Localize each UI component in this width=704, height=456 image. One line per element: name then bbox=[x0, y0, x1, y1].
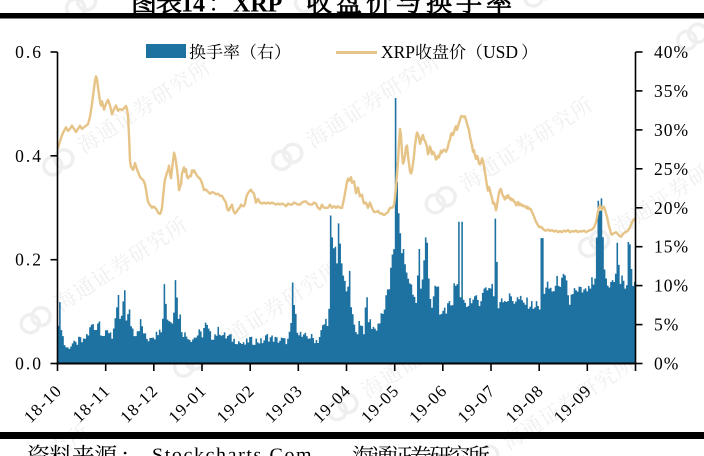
svg-text:XRP: XRP bbox=[381, 42, 415, 62]
svg-text:0.2: 0.2 bbox=[15, 250, 43, 270]
svg-text:30%: 30% bbox=[654, 120, 689, 140]
svg-text:20%: 20% bbox=[654, 198, 689, 218]
svg-text:0.4: 0.4 bbox=[15, 146, 43, 166]
svg-text:0.0: 0.0 bbox=[15, 354, 43, 374]
svg-text:10%: 10% bbox=[654, 276, 689, 296]
svg-text:0.6: 0.6 bbox=[15, 42, 43, 62]
svg-text:40%: 40% bbox=[654, 42, 689, 62]
svg-text:35%: 35% bbox=[654, 81, 689, 101]
svg-text:25%: 25% bbox=[654, 159, 689, 179]
svg-text:USD: USD bbox=[483, 42, 518, 62]
svg-text:5%: 5% bbox=[654, 315, 679, 335]
svg-text:15%: 15% bbox=[654, 237, 689, 257]
svg-text:0%: 0% bbox=[654, 354, 679, 374]
svg-text:Stockcharts.Com: Stockcharts.Com bbox=[152, 445, 313, 456]
